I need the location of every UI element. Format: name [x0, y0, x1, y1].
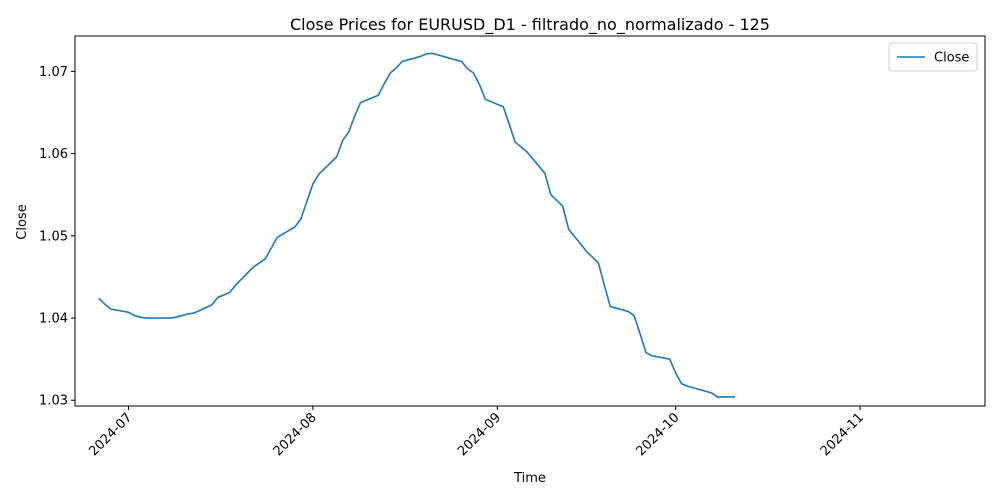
- plot-frame: [74, 35, 986, 407]
- y-axis: 1.03 1.04 1.05 1.06 1.07: [39, 65, 75, 409]
- legend: Close: [888, 42, 978, 72]
- legend-box: [888, 42, 978, 72]
- series-line-close: [98, 52, 736, 398]
- y-tick-label: 1.07: [39, 65, 68, 80]
- y-tick-label: 1.06: [39, 147, 68, 162]
- series-layer: [98, 52, 736, 398]
- x-tick-label: 2024-10: [634, 410, 683, 459]
- x-tick-label: 2024-07: [86, 410, 135, 459]
- chart-title: Close Prices for EURUSD_D1 - filtrado_no…: [290, 15, 770, 35]
- x-axis: 2024-07 2024-08 2024-09 2024-10 2024-11: [86, 406, 867, 459]
- x-tick-label: 2024-11: [818, 410, 867, 459]
- y-axis-label: Close: [15, 204, 30, 239]
- x-axis-label: Time: [513, 471, 546, 486]
- x-tick-label: 2024-09: [455, 410, 504, 459]
- x-tick-label: 2024-08: [271, 410, 320, 459]
- y-tick-label: 1.05: [39, 229, 68, 244]
- legend-label: Close: [934, 51, 969, 66]
- y-tick-label: 1.03: [39, 394, 68, 409]
- plot-area: [74, 35, 986, 407]
- y-tick-label: 1.04: [39, 312, 68, 327]
